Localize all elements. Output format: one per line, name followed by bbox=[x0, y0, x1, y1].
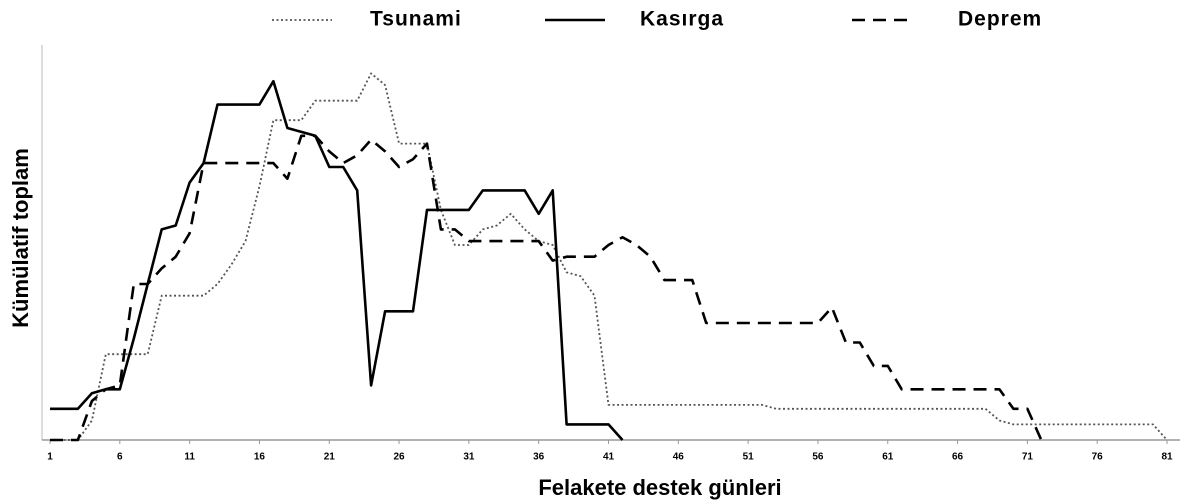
x-tick-label: 21 bbox=[324, 452, 336, 463]
series-line bbox=[50, 72, 1168, 441]
x-axis-title: Felakete destek günleri bbox=[538, 475, 781, 500]
x-tick-label: 56 bbox=[812, 452, 824, 463]
series-line bbox=[50, 79, 624, 441]
legend-label: Tsunami bbox=[370, 8, 462, 31]
x-tick-label: 36 bbox=[533, 452, 545, 463]
x-tick-label: 6 bbox=[117, 452, 123, 463]
legend-label: Kasırga bbox=[640, 8, 724, 31]
x-tick-label: 41 bbox=[603, 452, 615, 463]
x-tick-label: 81 bbox=[1161, 452, 1173, 463]
x-tick-label: 76 bbox=[1092, 452, 1104, 463]
y-axis-title: Kümülatif toplam bbox=[8, 148, 33, 328]
x-tick-label: 31 bbox=[463, 452, 475, 463]
x-tick-label: 16 bbox=[254, 452, 266, 463]
x-tick-label: 61 bbox=[882, 452, 894, 463]
x-tick-label: 46 bbox=[673, 452, 685, 463]
x-tick-label: 26 bbox=[394, 452, 406, 463]
series-line bbox=[50, 134, 1043, 442]
x-tick-label: 11 bbox=[184, 452, 195, 463]
legend-label: Deprem bbox=[958, 8, 1042, 31]
x-tick-label: 71 bbox=[1022, 452, 1034, 463]
x-tick-label: 1 bbox=[47, 452, 53, 463]
x-tick-label: 51 bbox=[743, 452, 755, 463]
x-tick-label: 66 bbox=[952, 452, 964, 463]
